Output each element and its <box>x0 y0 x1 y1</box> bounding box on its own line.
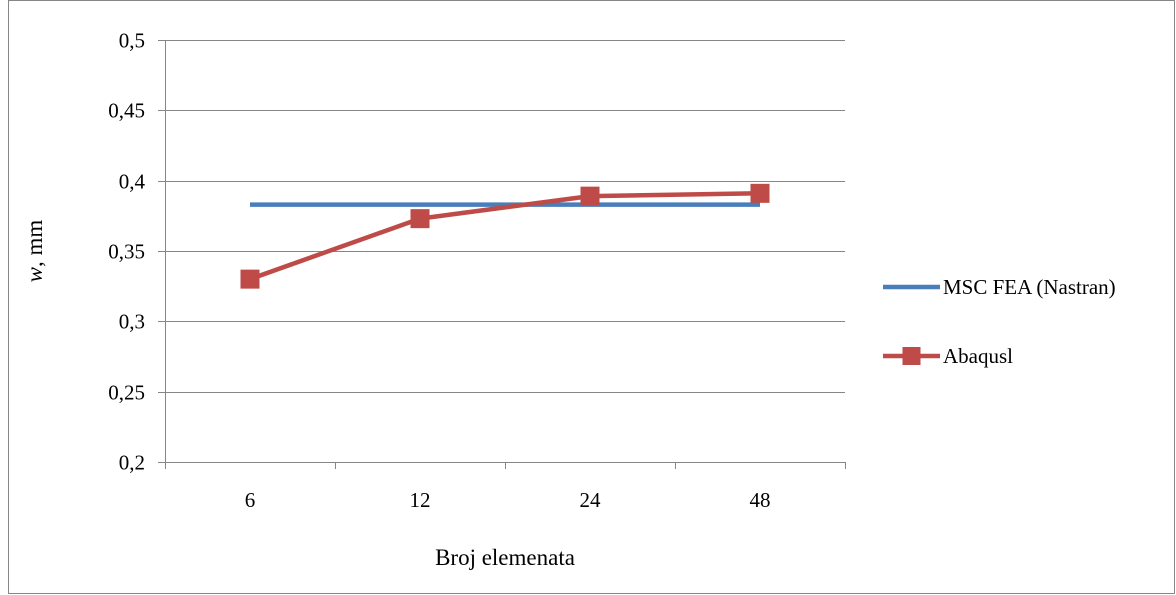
series-2-point <box>410 209 430 229</box>
legend-label-2: Abaqusl <box>943 344 1013 368</box>
legend-swatch-marker-2 <box>902 347 921 365</box>
y-axis-title: w, mm <box>22 220 47 283</box>
gridlines <box>165 40 845 393</box>
series-2-point <box>750 183 770 203</box>
axes: 0,2 0,25 0,3 0,35 0,4 0,45 0,5 6 12 24 48 <box>108 29 846 512</box>
x-tick-label: 6 <box>245 488 256 512</box>
legend: MSC FEA (Nastran) Abaqusl <box>883 275 1116 368</box>
series-group <box>240 183 770 289</box>
y-axis-title-variable: w <box>22 266 47 282</box>
y-tick-label: 0,4 <box>119 170 146 194</box>
x-axis-title: Broj elemenata <box>435 545 575 570</box>
y-tick-label: 0,45 <box>108 99 145 123</box>
y-axis-title-unit: , mm <box>22 220 47 267</box>
y-tick-label: 0,35 <box>108 240 145 264</box>
series-2-point <box>240 269 260 289</box>
y-tick-label: 0,3 <box>119 310 145 334</box>
y-tick-label: 0,25 <box>108 381 145 405</box>
chart-border <box>8 0 1175 594</box>
y-tick-label: 0,2 <box>119 451 145 475</box>
y-tick-label: 0,5 <box>119 29 145 53</box>
x-tick-label: 12 <box>410 488 431 512</box>
legend-label-1: MSC FEA (Nastran) <box>943 275 1116 299</box>
series-2-point <box>580 186 600 206</box>
x-tick-label: 24 <box>580 488 602 512</box>
x-tick-label: 48 <box>750 488 771 512</box>
series-line-2 <box>249 191 761 282</box>
